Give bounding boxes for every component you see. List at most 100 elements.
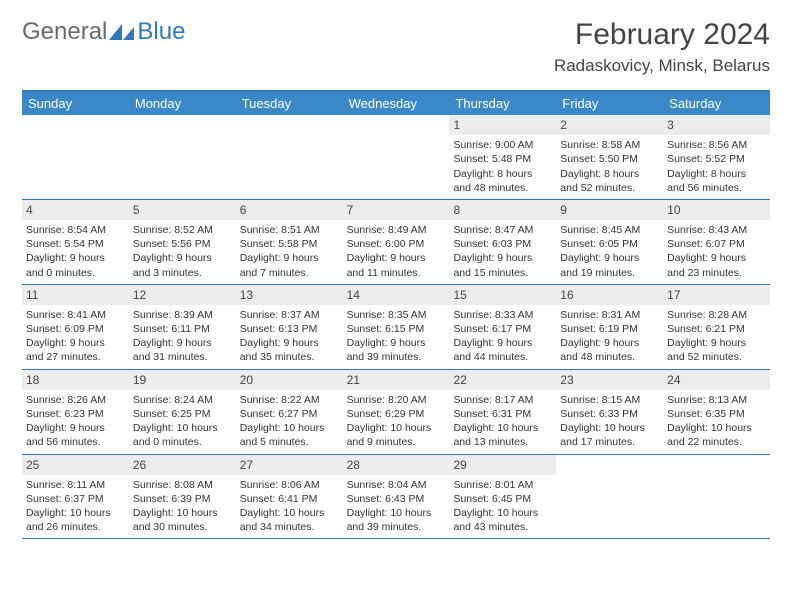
dow-tuesday: Tuesday bbox=[236, 92, 343, 115]
day-line: and 44 minutes. bbox=[453, 350, 552, 364]
day-line: Sunset: 5:54 PM bbox=[26, 237, 125, 251]
day-cell: 21Sunrise: 8:20 AMSunset: 6:29 PMDayligh… bbox=[343, 370, 450, 454]
day-line: and 26 minutes. bbox=[26, 520, 125, 534]
day-line: Sunset: 6:29 PM bbox=[347, 407, 446, 421]
day-line: Sunrise: 8:04 AM bbox=[347, 478, 446, 492]
dow-row: Sunday Monday Tuesday Wednesday Thursday… bbox=[22, 92, 770, 115]
day-line: and 31 minutes. bbox=[133, 350, 232, 364]
day-line: Daylight: 10 hours bbox=[240, 506, 339, 520]
day-line: and 22 minutes. bbox=[667, 435, 766, 449]
day-cell: 24Sunrise: 8:13 AMSunset: 6:35 PMDayligh… bbox=[663, 370, 770, 454]
day-number: 10 bbox=[663, 200, 770, 220]
day-line: Sunrise: 9:00 AM bbox=[453, 138, 552, 152]
day-number: 4 bbox=[22, 200, 129, 220]
day-line: Sunset: 6:00 PM bbox=[347, 237, 446, 251]
day-line: Sunset: 6:37 PM bbox=[26, 492, 125, 506]
day-line: Sunset: 5:52 PM bbox=[667, 152, 766, 166]
day-line: Daylight: 9 hours bbox=[26, 421, 125, 435]
day-line: Sunrise: 8:33 AM bbox=[453, 308, 552, 322]
day-cell: 23Sunrise: 8:15 AMSunset: 6:33 PMDayligh… bbox=[556, 370, 663, 454]
day-line: Daylight: 9 hours bbox=[560, 336, 659, 350]
week-row: 1Sunrise: 9:00 AMSunset: 5:48 PMDaylight… bbox=[22, 115, 770, 200]
day-number: 16 bbox=[556, 285, 663, 305]
dow-saturday: Saturday bbox=[663, 92, 770, 115]
weeks-container: 1Sunrise: 9:00 AMSunset: 5:48 PMDaylight… bbox=[22, 115, 770, 539]
day-cell: 8Sunrise: 8:47 AMSunset: 6:03 PMDaylight… bbox=[449, 200, 556, 284]
day-line: Daylight: 9 hours bbox=[667, 336, 766, 350]
day-cell: 3Sunrise: 8:56 AMSunset: 5:52 PMDaylight… bbox=[663, 115, 770, 199]
day-line: Sunrise: 8:47 AM bbox=[453, 223, 552, 237]
day-line: Sunset: 6:21 PM bbox=[667, 322, 766, 336]
day-line: Sunrise: 8:37 AM bbox=[240, 308, 339, 322]
day-line: Daylight: 10 hours bbox=[347, 506, 446, 520]
day-line: Daylight: 9 hours bbox=[667, 251, 766, 265]
day-number: 24 bbox=[663, 370, 770, 390]
day-line: Sunrise: 8:15 AM bbox=[560, 393, 659, 407]
day-line: Sunrise: 8:56 AM bbox=[667, 138, 766, 152]
dow-monday: Monday bbox=[129, 92, 236, 115]
day-line: and 15 minutes. bbox=[453, 266, 552, 280]
day-number: 13 bbox=[236, 285, 343, 305]
day-cell: 26Sunrise: 8:08 AMSunset: 6:39 PMDayligh… bbox=[129, 455, 236, 539]
day-number: 28 bbox=[343, 455, 450, 475]
brand-logo: General Blue bbox=[22, 18, 185, 46]
day-line: and 23 minutes. bbox=[667, 266, 766, 280]
day-line: Daylight: 9 hours bbox=[347, 251, 446, 265]
day-cell: 2Sunrise: 8:58 AMSunset: 5:50 PMDaylight… bbox=[556, 115, 663, 199]
day-number: 18 bbox=[22, 370, 129, 390]
day-cell: 6Sunrise: 8:51 AMSunset: 5:58 PMDaylight… bbox=[236, 200, 343, 284]
day-cell: 12Sunrise: 8:39 AMSunset: 6:11 PMDayligh… bbox=[129, 285, 236, 369]
day-line: Sunrise: 8:11 AM bbox=[26, 478, 125, 492]
dow-wednesday: Wednesday bbox=[343, 92, 450, 115]
day-number: 27 bbox=[236, 455, 343, 475]
day-line: Sunset: 6:35 PM bbox=[667, 407, 766, 421]
day-line: and 7 minutes. bbox=[240, 266, 339, 280]
brand-part2: Blue bbox=[137, 18, 185, 46]
day-line: and 30 minutes. bbox=[133, 520, 232, 534]
day-line: Sunrise: 8:28 AM bbox=[667, 308, 766, 322]
day-line: Sunrise: 8:49 AM bbox=[347, 223, 446, 237]
week-row: 18Sunrise: 8:26 AMSunset: 6:23 PMDayligh… bbox=[22, 370, 770, 455]
day-line: Sunset: 5:56 PM bbox=[133, 237, 232, 251]
day-cell: 18Sunrise: 8:26 AMSunset: 6:23 PMDayligh… bbox=[22, 370, 129, 454]
day-line: Daylight: 9 hours bbox=[560, 251, 659, 265]
day-line: Daylight: 10 hours bbox=[26, 506, 125, 520]
day-cell bbox=[236, 115, 343, 199]
day-number: 3 bbox=[663, 115, 770, 135]
day-number: 12 bbox=[129, 285, 236, 305]
day-number: 23 bbox=[556, 370, 663, 390]
day-line: Sunset: 6:09 PM bbox=[26, 322, 125, 336]
day-line: Sunrise: 8:17 AM bbox=[453, 393, 552, 407]
dow-friday: Friday bbox=[556, 92, 663, 115]
day-line: Sunrise: 8:08 AM bbox=[133, 478, 232, 492]
day-line: and 13 minutes. bbox=[453, 435, 552, 449]
day-line: Sunrise: 8:06 AM bbox=[240, 478, 339, 492]
day-line: Daylight: 10 hours bbox=[453, 421, 552, 435]
dow-sunday: Sunday bbox=[22, 92, 129, 115]
day-line: and 5 minutes. bbox=[240, 435, 339, 449]
week-row: 4Sunrise: 8:54 AMSunset: 5:54 PMDaylight… bbox=[22, 200, 770, 285]
day-cell bbox=[663, 455, 770, 539]
day-line: Daylight: 10 hours bbox=[560, 421, 659, 435]
day-line: Sunset: 6:45 PM bbox=[453, 492, 552, 506]
day-cell: 13Sunrise: 8:37 AMSunset: 6:13 PMDayligh… bbox=[236, 285, 343, 369]
day-number: 8 bbox=[449, 200, 556, 220]
day-line: Sunset: 6:25 PM bbox=[133, 407, 232, 421]
day-cell: 14Sunrise: 8:35 AMSunset: 6:15 PMDayligh… bbox=[343, 285, 450, 369]
day-line: and 19 minutes. bbox=[560, 266, 659, 280]
day-line: Sunset: 6:05 PM bbox=[560, 237, 659, 251]
day-number: 7 bbox=[343, 200, 450, 220]
day-line: Sunset: 6:15 PM bbox=[347, 322, 446, 336]
day-line: Daylight: 9 hours bbox=[453, 251, 552, 265]
day-line: and 0 minutes. bbox=[26, 266, 125, 280]
day-line: and 34 minutes. bbox=[240, 520, 339, 534]
day-line: and 35 minutes. bbox=[240, 350, 339, 364]
day-line: Sunrise: 8:26 AM bbox=[26, 393, 125, 407]
day-line: Daylight: 9 hours bbox=[347, 336, 446, 350]
day-line: and 52 minutes. bbox=[560, 181, 659, 195]
day-line: Daylight: 10 hours bbox=[240, 421, 339, 435]
day-number: 22 bbox=[449, 370, 556, 390]
day-line: and 39 minutes. bbox=[347, 350, 446, 364]
day-cell: 1Sunrise: 9:00 AMSunset: 5:48 PMDaylight… bbox=[449, 115, 556, 199]
day-line: and 48 minutes. bbox=[560, 350, 659, 364]
